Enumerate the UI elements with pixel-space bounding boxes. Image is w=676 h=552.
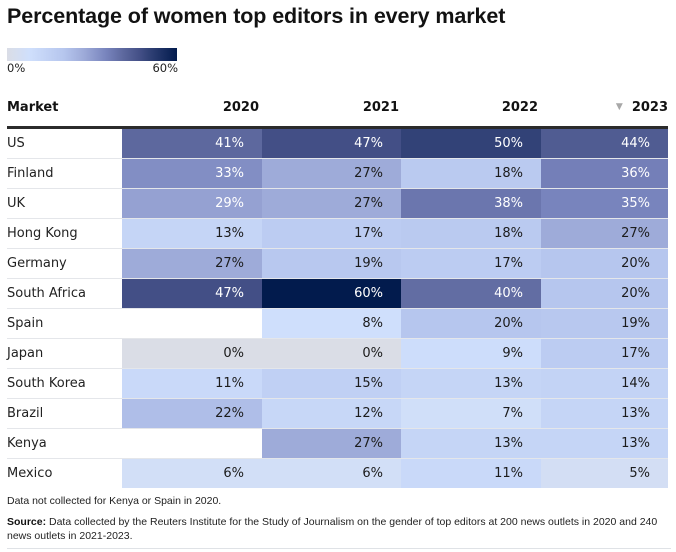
heatmap-cell: 20% bbox=[541, 279, 668, 308]
heatmap-cell: 17% bbox=[541, 339, 668, 368]
legend-max-label: 60% bbox=[152, 61, 178, 75]
heatmap-cell: 20% bbox=[541, 249, 668, 278]
heatmap-cell: 13% bbox=[401, 429, 541, 458]
table-row: Hong Kong 13% 17% 18% 27% bbox=[7, 219, 668, 249]
color-scale-legend bbox=[7, 48, 177, 61]
table-row: Japan 0% 0% 9% 17% bbox=[7, 339, 668, 369]
bottom-divider bbox=[7, 548, 671, 549]
heatmap-cell: 20% bbox=[401, 309, 541, 338]
heatmap-cell: 17% bbox=[401, 249, 541, 278]
column-header-2020[interactable]: 2020 bbox=[122, 100, 259, 115]
column-header-label: 2021 bbox=[362, 100, 399, 115]
heatmap-cell: 11% bbox=[401, 459, 541, 488]
market-label: Kenya bbox=[7, 436, 47, 451]
market-label: South Korea bbox=[7, 376, 86, 391]
heatmap-cell: 35% bbox=[541, 189, 668, 218]
heatmap-cell: 29% bbox=[122, 189, 262, 218]
heatmap-table: Market 2020 2021 2022 ▼ 2023 US 41% 47% 50% 4… bbox=[7, 96, 668, 488]
market-label: Japan bbox=[7, 346, 44, 361]
heatmap-cell: 11% bbox=[122, 369, 262, 398]
heatmap-cell: 60% bbox=[262, 279, 401, 308]
chart-title: Percentage of women top editors in every… bbox=[7, 4, 506, 28]
column-header-label: 2023 bbox=[631, 100, 668, 115]
heatmap-cell: 8% bbox=[262, 309, 401, 338]
heatmap-cell: 33% bbox=[122, 159, 262, 188]
heatmap-cell: 0% bbox=[262, 339, 401, 368]
source-note: Source: Data collected by the Reuters In… bbox=[7, 515, 671, 543]
heatmap-cell: 41% bbox=[122, 129, 262, 158]
market-label: Brazil bbox=[7, 406, 44, 421]
source-text: Data collected by the Reuters Institute … bbox=[7, 516, 658, 542]
heatmap-cell: 27% bbox=[262, 189, 401, 218]
heatmap-cell: 27% bbox=[262, 429, 401, 458]
table-row: US 41% 47% 50% 44% bbox=[7, 129, 668, 159]
heatmap-cell: 13% bbox=[401, 369, 541, 398]
heatmap-cell: 40% bbox=[401, 279, 541, 308]
table-row: Kenya 27% 13% 13% bbox=[7, 429, 668, 459]
heatmap-cell: 17% bbox=[262, 219, 401, 248]
heatmap-cell: 44% bbox=[541, 129, 668, 158]
market-label: Finland bbox=[7, 166, 54, 181]
table-row: Germany 27% 19% 17% 20% bbox=[7, 249, 668, 279]
column-header-2022[interactable]: 2022 bbox=[401, 100, 538, 115]
heatmap-cell: 13% bbox=[122, 219, 262, 248]
column-header-market[interactable]: Market bbox=[7, 100, 59, 115]
heatmap-cell: 12% bbox=[262, 399, 401, 428]
footnote: Data not collected for Kenya or Spain in… bbox=[7, 495, 222, 507]
heatmap-cell: 27% bbox=[122, 249, 262, 278]
heatmap-cell: 13% bbox=[541, 399, 668, 428]
heatmap-cell: 36% bbox=[541, 159, 668, 188]
heatmap-cell: 27% bbox=[541, 219, 668, 248]
heatmap-cell: 47% bbox=[122, 279, 262, 308]
heatmap-cell: 18% bbox=[401, 219, 541, 248]
heatmap-cell: 50% bbox=[401, 129, 541, 158]
heatmap-cell: 19% bbox=[541, 309, 668, 338]
market-label: Germany bbox=[7, 256, 67, 271]
heatmap-cell bbox=[122, 309, 262, 338]
heatmap-cell: 47% bbox=[262, 129, 401, 158]
table-row: South Africa 47% 60% 40% 20% bbox=[7, 279, 668, 309]
table-row: Mexico 6% 6% 11% 5% bbox=[7, 459, 668, 488]
heatmap-cell: 19% bbox=[262, 249, 401, 278]
market-label: Spain bbox=[7, 316, 44, 331]
table-header: Market 2020 2021 2022 ▼ 2023 bbox=[7, 96, 668, 129]
legend-min-label: 0% bbox=[7, 61, 26, 75]
sort-descending-icon: ▼ bbox=[615, 102, 623, 112]
source-label: Source: bbox=[7, 516, 47, 528]
heatmap-cell: 6% bbox=[262, 459, 401, 488]
heatmap-cell: 18% bbox=[401, 159, 541, 188]
table-row: Spain 8% 20% 19% bbox=[7, 309, 668, 339]
table-body: US 41% 47% 50% 44% Finland 33% 27% 18% 36% UK 29% 27… bbox=[7, 129, 668, 488]
market-label: Hong Kong bbox=[7, 226, 78, 241]
column-header-2021[interactable]: 2021 bbox=[262, 100, 399, 115]
market-label: South Africa bbox=[7, 286, 86, 301]
heatmap-cell: 7% bbox=[401, 399, 541, 428]
heatmap-cell bbox=[122, 429, 262, 458]
market-label: US bbox=[7, 136, 25, 151]
table-row: Brazil 22% 12% 7% 13% bbox=[7, 399, 668, 429]
market-label: UK bbox=[7, 196, 26, 211]
column-header-label: 2020 bbox=[222, 100, 259, 115]
heatmap-cell: 13% bbox=[541, 429, 668, 458]
column-header-2023[interactable]: ▼ 2023 bbox=[541, 100, 668, 115]
table-row: UK 29% 27% 38% 35% bbox=[7, 189, 668, 219]
heatmap-cell: 0% bbox=[122, 339, 262, 368]
heatmap-cell: 27% bbox=[262, 159, 401, 188]
heatmap-cell: 9% bbox=[401, 339, 541, 368]
heatmap-cell: 6% bbox=[122, 459, 262, 488]
heatmap-cell: 5% bbox=[541, 459, 668, 488]
table-row: South Korea 11% 15% 13% 14% bbox=[7, 369, 668, 399]
market-label: Mexico bbox=[7, 466, 53, 481]
column-header-label: 2022 bbox=[501, 100, 538, 115]
heatmap-cell: 14% bbox=[541, 369, 668, 398]
heatmap-cell: 22% bbox=[122, 399, 262, 428]
table-row: Finland 33% 27% 18% 36% bbox=[7, 159, 668, 189]
heatmap-cell: 38% bbox=[401, 189, 541, 218]
heatmap-cell: 15% bbox=[262, 369, 401, 398]
